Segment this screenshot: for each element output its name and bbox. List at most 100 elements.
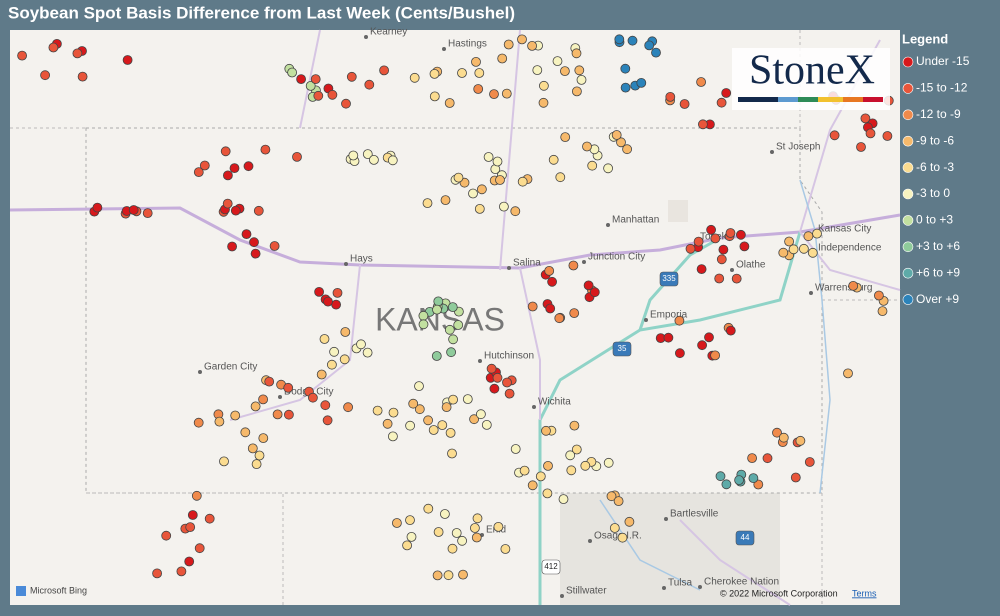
legend-swatch xyxy=(902,162,914,173)
location-dot xyxy=(320,400,331,411)
location-dot xyxy=(486,363,497,374)
location-dot xyxy=(458,569,468,580)
logo-bar xyxy=(798,97,818,102)
location-dot xyxy=(439,509,450,519)
location-dot xyxy=(576,75,587,85)
location-dot xyxy=(230,205,241,216)
location-dot xyxy=(882,131,893,141)
location-dot xyxy=(269,241,280,251)
location-dot xyxy=(448,394,459,405)
place-label: Wichita xyxy=(538,397,571,408)
location-dot xyxy=(795,435,806,446)
location-dot xyxy=(517,176,528,187)
place-dot xyxy=(770,150,774,154)
legend-swatch xyxy=(902,188,914,200)
place-label: Hutchinson xyxy=(484,351,534,362)
location-dot xyxy=(423,415,434,426)
location-dot xyxy=(406,532,417,542)
location-dot xyxy=(448,334,459,345)
terms-link[interactable]: Terms xyxy=(852,588,877,598)
location-dot xyxy=(441,402,452,413)
location-dot xyxy=(305,81,316,91)
location-dot xyxy=(222,198,233,209)
place-dot xyxy=(606,223,610,227)
logo-text: StoneX xyxy=(749,48,875,94)
location-dot xyxy=(731,273,742,284)
location-dot xyxy=(497,53,508,64)
location-dot xyxy=(372,405,383,416)
location-dot xyxy=(696,77,706,87)
location-dot xyxy=(778,247,789,258)
location-dot xyxy=(517,34,527,45)
location-dot xyxy=(539,80,549,91)
location-dot xyxy=(222,170,233,181)
location-dot xyxy=(860,113,871,124)
location-dot xyxy=(675,348,685,359)
location-dot xyxy=(474,68,485,78)
location-dot xyxy=(583,280,594,291)
legend-swatch xyxy=(902,294,914,305)
location-dot xyxy=(472,513,483,524)
location-dot xyxy=(492,156,503,167)
location-dot xyxy=(444,98,455,108)
location-dot xyxy=(620,63,631,74)
location-dot xyxy=(348,150,359,161)
location-dot xyxy=(685,243,696,254)
location-dot xyxy=(527,41,537,51)
location-dot xyxy=(725,228,736,238)
location-dot xyxy=(319,334,330,344)
location-dot xyxy=(388,407,399,418)
legend-swatch xyxy=(902,135,914,147)
legend-label: -15 to -12 xyxy=(916,81,968,95)
place-dot xyxy=(588,539,592,543)
legend-label: Over +9 xyxy=(916,292,959,306)
location-dot xyxy=(718,244,729,255)
place-label: Manhattan xyxy=(612,215,659,226)
location-dot xyxy=(603,457,614,468)
location-dot xyxy=(772,427,782,438)
location-dot xyxy=(613,496,624,507)
location-dot xyxy=(346,71,357,82)
location-dot xyxy=(339,354,350,365)
place-label: Bartlesville xyxy=(670,509,719,520)
location-dot xyxy=(714,273,725,284)
location-dot xyxy=(368,154,379,165)
place-label: Warrensburg xyxy=(815,283,872,294)
legend-label: -6 to -3 xyxy=(916,160,954,174)
location-dot xyxy=(587,160,598,171)
title: Soybean Spot Basis Difference from Last … xyxy=(8,3,515,22)
location-dot xyxy=(568,260,579,271)
location-dot xyxy=(555,172,566,183)
location-dot xyxy=(340,327,351,337)
location-dot xyxy=(788,244,799,255)
location-dot xyxy=(611,130,622,140)
location-dot xyxy=(558,494,569,505)
location-dot xyxy=(762,453,773,464)
location-dot xyxy=(843,368,853,379)
location-dot xyxy=(72,48,83,59)
location-dot xyxy=(475,409,486,420)
location-dot xyxy=(790,472,801,483)
location-dot xyxy=(739,241,750,252)
location-dot xyxy=(571,444,582,455)
location-dot xyxy=(152,568,163,579)
location-dot xyxy=(474,203,485,214)
location-dot xyxy=(616,137,626,148)
logo-bar xyxy=(843,97,863,102)
location-dot xyxy=(545,303,556,314)
bing-logo xyxy=(16,586,26,596)
location-dot xyxy=(418,310,429,321)
location-dot xyxy=(287,67,298,78)
location-dot xyxy=(437,420,448,431)
location-dot xyxy=(241,229,252,240)
location-dot xyxy=(283,409,294,420)
location-dot xyxy=(343,402,354,413)
roads xyxy=(229,29,901,606)
location-dot xyxy=(725,325,736,336)
location-dot xyxy=(462,394,473,405)
location-dot xyxy=(716,254,727,265)
location-dot xyxy=(483,152,494,162)
location-dot xyxy=(258,394,269,405)
logo-bar xyxy=(778,97,798,102)
